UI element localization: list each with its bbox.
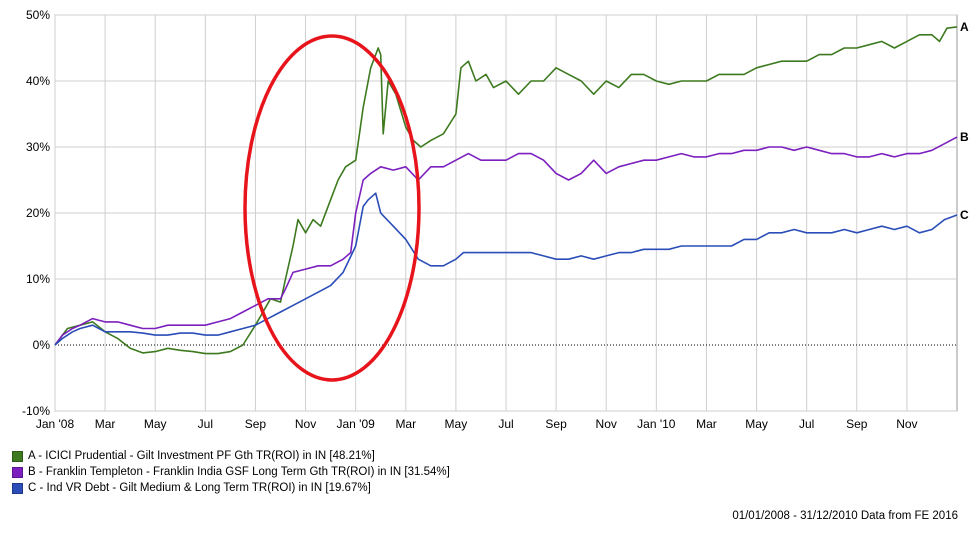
- line-chart: -10% 0% 10% 20% 30% 40% 50% Jan '08 Mar May Jul Se…: [22, 8, 969, 431]
- y-tick-label: 0%: [33, 338, 51, 352]
- x-tick-label: Sep: [846, 417, 868, 431]
- x-tick-label: Jul: [498, 417, 513, 431]
- y-tick-label: 30%: [26, 140, 50, 154]
- y-tick-label: 10%: [26, 272, 50, 286]
- series-end-labels: A B C: [960, 20, 969, 222]
- x-tick-label: Sep: [545, 417, 567, 431]
- series-line-a: [54, 26, 958, 355]
- legend-item-a: A - ICICI Prudential - Gilt Investment P…: [12, 448, 450, 464]
- y-tick-label: 50%: [26, 8, 50, 22]
- y-tick-label: -10%: [22, 404, 50, 418]
- legend-swatch-b: [12, 466, 23, 478]
- legend-label-c: C - Ind VR Debt - Gilt Medium & Long Ter…: [28, 482, 371, 494]
- x-tick-label: Jan '08: [36, 417, 75, 431]
- series-end-label-b: B: [960, 130, 969, 144]
- y-tick-label: 40%: [26, 74, 50, 88]
- series-line-c: [54, 192, 958, 346]
- series-lines: [54, 26, 958, 355]
- x-tick-label: Jul: [198, 417, 213, 431]
- x-tick-label: Nov: [295, 417, 316, 431]
- legend-swatch-a: [12, 450, 23, 462]
- x-tick-label: Jan '09: [337, 417, 376, 431]
- x-tick-label: Mar: [395, 417, 416, 431]
- x-tick-label: Sep: [245, 417, 267, 431]
- x-tick-label: Mar: [95, 417, 116, 431]
- x-tick-label: Mar: [696, 417, 717, 431]
- date-range-source: 01/01/2008 - 31/12/2010 Data from FE 201…: [732, 510, 958, 522]
- highlight-ellipse: [243, 34, 421, 382]
- legend-label-a: A - ICICI Prudential - Gilt Investment P…: [28, 450, 375, 462]
- legend: A - ICICI Prudential - Gilt Investment P…: [12, 448, 450, 496]
- x-tick-label: May: [144, 417, 167, 431]
- legend-item-b: B - Franklin Templeton - Franklin India …: [12, 464, 450, 480]
- series-line-b: [54, 136, 958, 346]
- legend-label-b: B - Franklin Templeton - Franklin India …: [28, 466, 450, 478]
- x-tick-label: Nov: [596, 417, 617, 431]
- y-tick-label: 20%: [26, 206, 50, 220]
- series-end-label-a: A: [960, 20, 969, 34]
- legend-item-c: C - Ind VR Debt - Gilt Medium & Long Ter…: [12, 480, 450, 496]
- x-tick-label: Jul: [799, 417, 814, 431]
- x-tick-label: Jan '10: [637, 417, 676, 431]
- x-tick-label: May: [745, 417, 768, 431]
- x-axis-ticks: Jan '08 Mar May Jul Sep Nov Jan '09 Mar May Jul Se…: [36, 417, 918, 431]
- legend-swatch-c: [12, 482, 23, 494]
- x-tick-label: May: [445, 417, 468, 431]
- x-tick-label: Nov: [896, 417, 917, 431]
- y-axis-ticks: -10% 0% 10% 20% 30% 40% 50%: [22, 8, 50, 418]
- series-end-label-c: C: [960, 208, 969, 222]
